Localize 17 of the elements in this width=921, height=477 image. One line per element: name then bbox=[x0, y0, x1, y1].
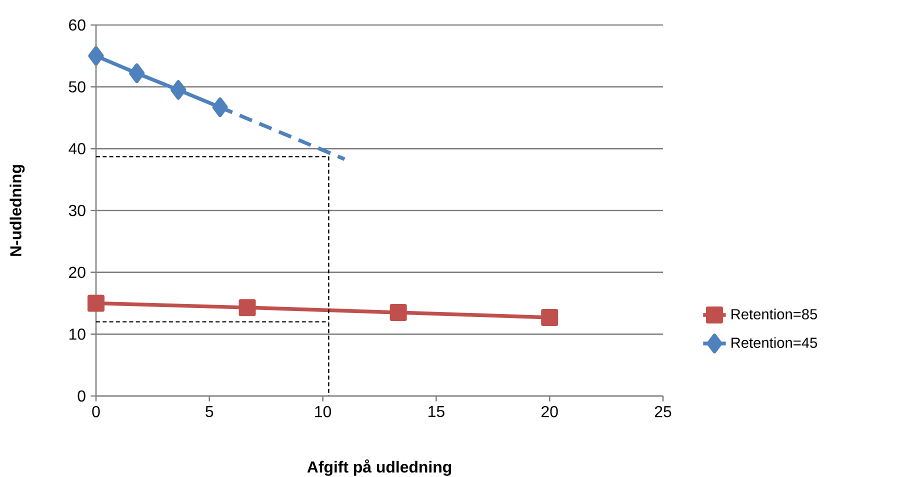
y-tick-label: 50 bbox=[68, 81, 86, 92]
y-tick-label: 30 bbox=[68, 204, 86, 216]
x-tick-label: 0 bbox=[92, 406, 100, 418]
x-tick-label: 15 bbox=[428, 406, 444, 418]
y-tick-label: 0 bbox=[78, 390, 86, 402]
y-tick-label: 40 bbox=[68, 143, 86, 154]
x-tick-label: 5 bbox=[206, 406, 214, 418]
x-tick-label: 25 bbox=[654, 406, 672, 418]
x-axis-title: Afgift på udledning bbox=[307, 459, 452, 476]
x-tick-label: 20 bbox=[542, 406, 558, 418]
y-tick-label: 10 bbox=[69, 328, 86, 340]
y-tick-label: 60 bbox=[69, 19, 86, 31]
legend-label: Retention=45 bbox=[732, 337, 818, 348]
y-axis-title: N-udledning bbox=[10, 165, 25, 256]
y-tick-label: 20 bbox=[69, 266, 86, 278]
legend-label: Retention=85 bbox=[732, 308, 818, 320]
x-tick-label: 10 bbox=[315, 406, 332, 418]
